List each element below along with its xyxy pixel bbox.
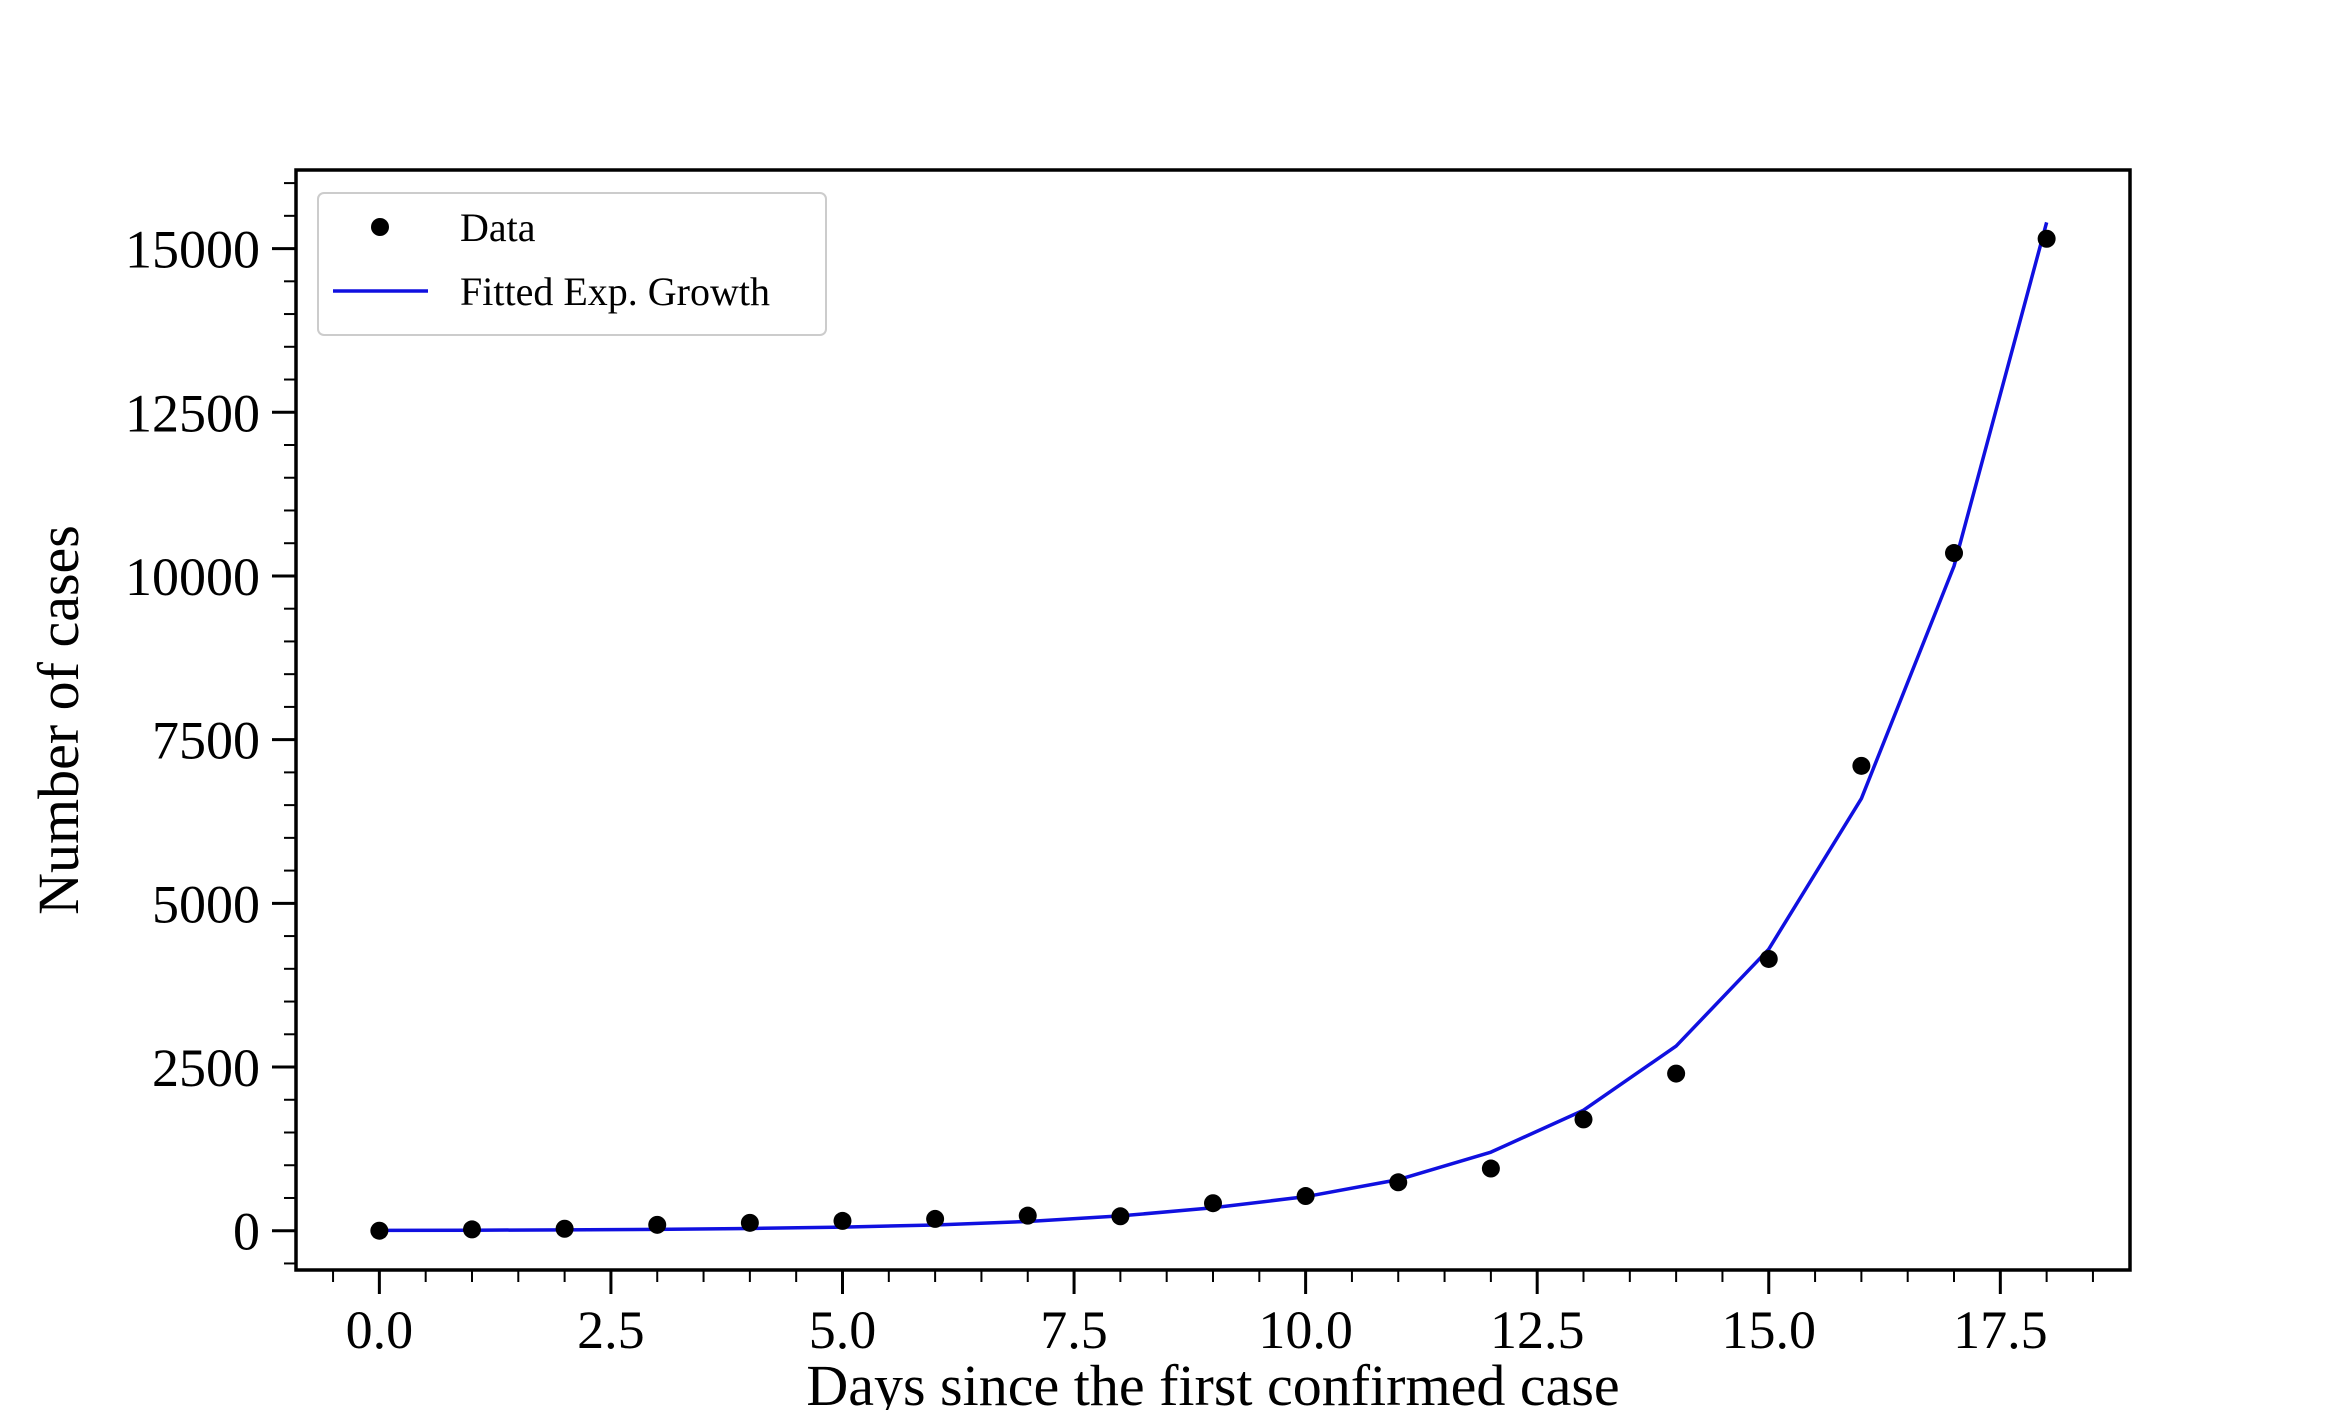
legend-marker-data: [371, 218, 389, 236]
x-tick-label: 12.5: [1490, 1300, 1585, 1360]
data-point: [833, 1211, 852, 1230]
data-point: [648, 1215, 667, 1234]
y-tick-label: 7500: [152, 711, 260, 771]
x-tick-label: 0.0: [346, 1300, 414, 1360]
legend-label-fitted-exp-growth: Fitted Exp. Growth: [460, 269, 770, 314]
x-tick-label: 17.5: [1953, 1300, 2048, 1360]
legend-label-data: Data: [460, 205, 536, 250]
data-point: [1667, 1064, 1686, 1083]
data-point: [1389, 1173, 1408, 1192]
plot-content: [370, 221, 2056, 1240]
x-tick-label: 7.5: [1040, 1300, 1108, 1360]
data-point: [555, 1219, 574, 1238]
legend-box: [317, 192, 827, 336]
fitted-exp-growth-line: [379, 221, 2049, 1233]
data-point: [1852, 756, 1871, 775]
data-point: [740, 1213, 759, 1232]
legend: Data Fitted Exp. Growth: [317, 192, 827, 336]
data-point: [1945, 544, 1964, 563]
y-tick-label: 0: [233, 1202, 260, 1262]
data-point: [1574, 1110, 1593, 1129]
x-tick-label: 5.0: [809, 1300, 877, 1360]
data-point: [1111, 1207, 1130, 1226]
data-point: [1759, 949, 1778, 968]
y-tick-label: 5000: [152, 874, 260, 934]
y-tick-label: 12500: [125, 383, 260, 443]
data-point: [1018, 1206, 1037, 1225]
data-point: [2037, 229, 2056, 248]
x-tick-label: 2.5: [577, 1300, 645, 1360]
x-tick-label: 10.0: [1258, 1300, 1353, 1360]
data-point: [370, 1221, 389, 1240]
y-tick-label: 2500: [152, 1038, 260, 1098]
data-point: [1204, 1194, 1222, 1213]
y-tick-label: 15000: [125, 220, 260, 280]
x-axis-label: Days since the first confirmed case: [806, 1353, 1619, 1410]
data-point: [462, 1220, 481, 1239]
data-point: [1296, 1187, 1315, 1206]
axis-ticks: 0.0 2.5 5.0 7.5 10.0 12.5 15.0 17.5 0 2500 5000 750…: [125, 182, 2094, 1360]
y-axis-label: Number of cases: [26, 525, 91, 915]
x-tick-label: 15.0: [1722, 1300, 1817, 1360]
data-point: [1481, 1159, 1500, 1178]
y-tick-label: 10000: [125, 547, 260, 607]
data-point: [926, 1209, 945, 1228]
